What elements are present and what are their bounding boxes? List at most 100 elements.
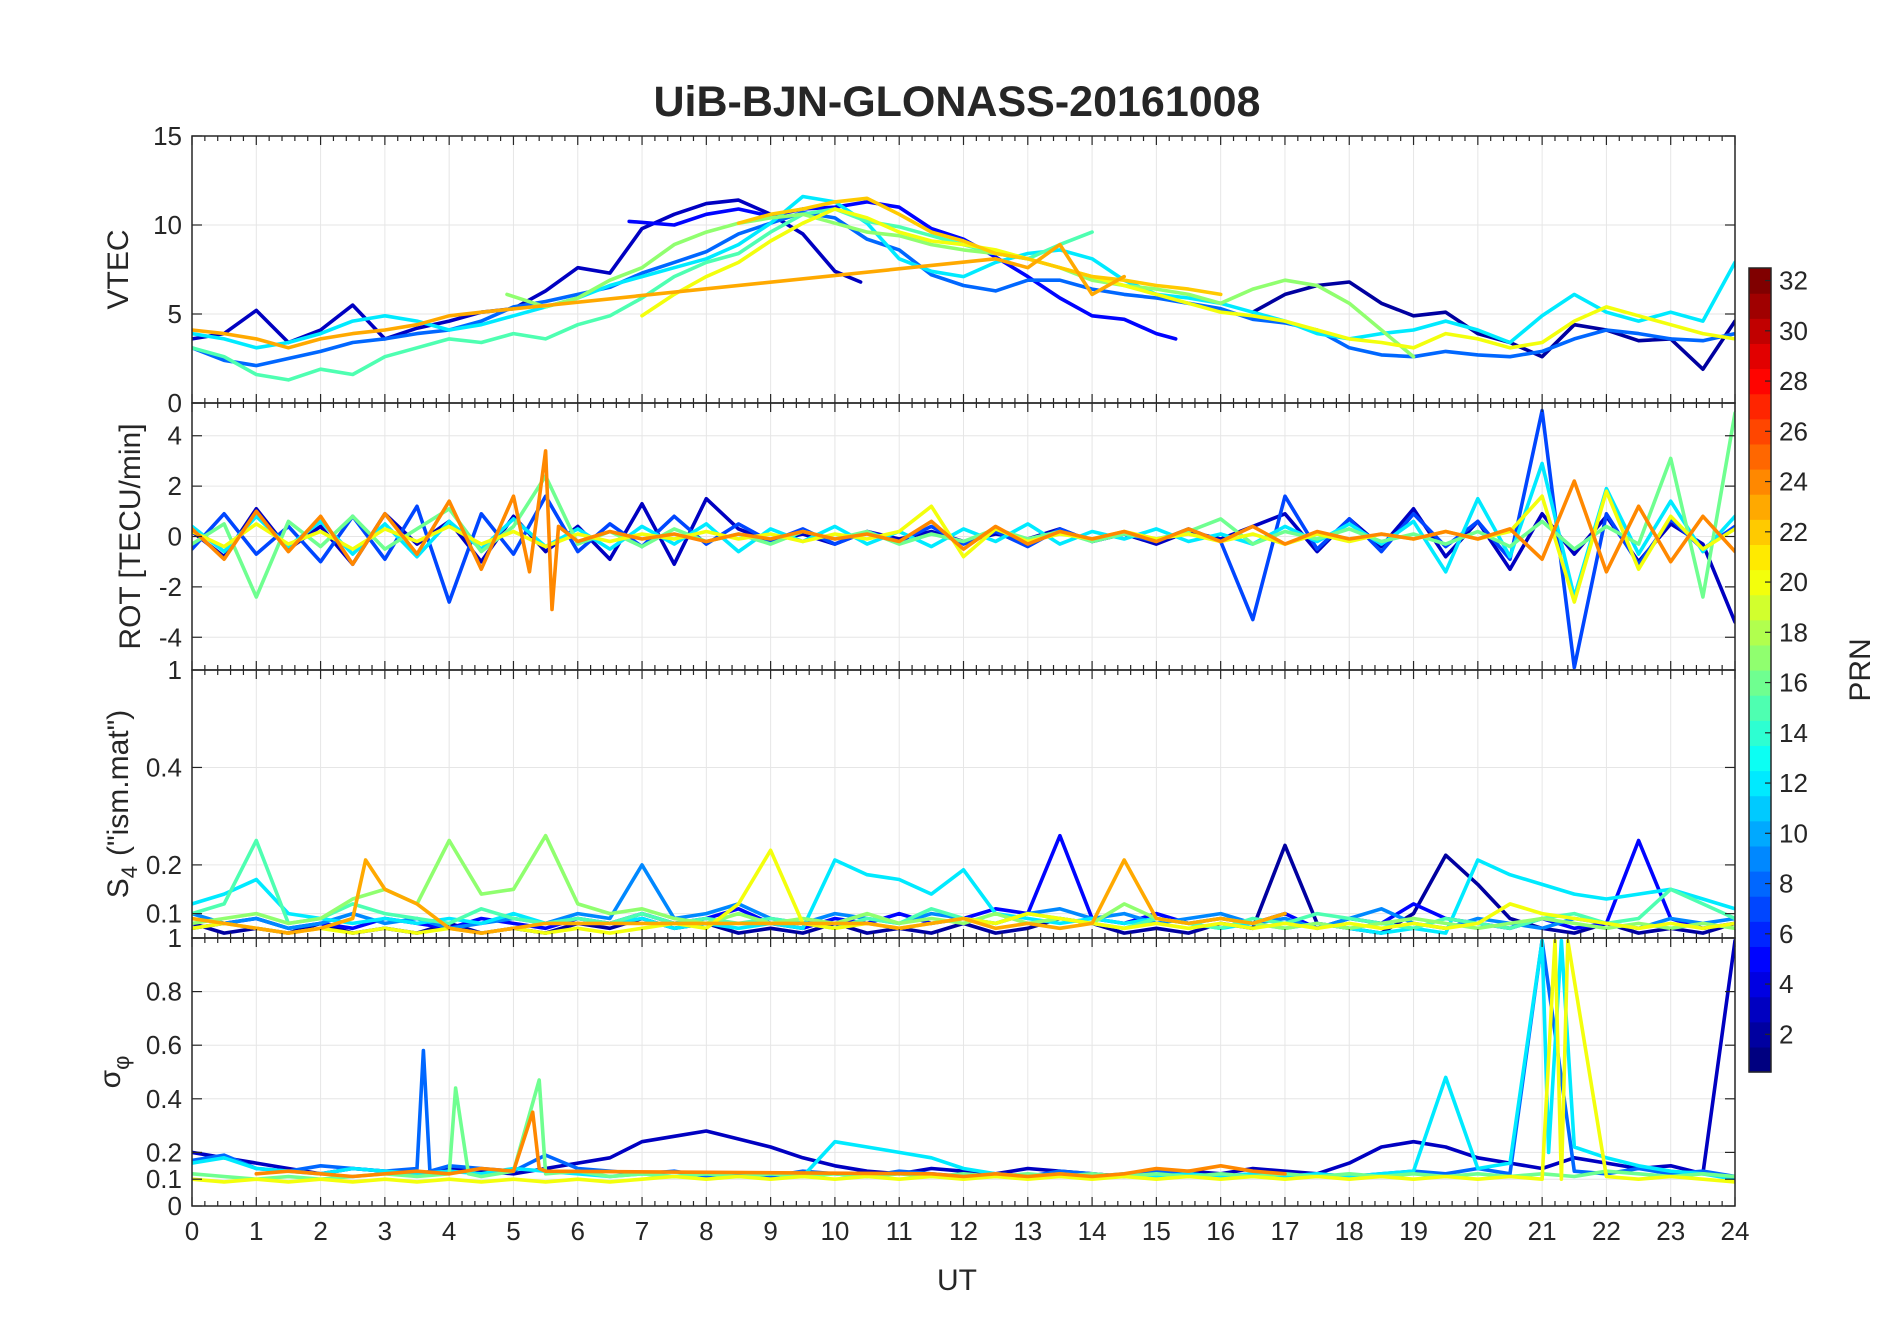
x-tick-label: 9 [763,1216,777,1246]
x-tick-label: 23 [1656,1216,1685,1246]
x-tick-label: 1 [249,1216,263,1246]
panel-s4: 0.1 0.2 0.4 1 S4("ism.mat") [102,655,1736,939]
y-tick-label-rot: -4 [159,622,182,652]
series-group-sigphi [192,938,1735,1184]
colorbar-segment [1749,820,1771,847]
colorbar-segment [1749,393,1771,420]
series-group-rot [192,408,1735,670]
series-s4-prn23 [192,858,1287,935]
colorbar-tick-label: 8 [1779,869,1793,899]
colorbar-segment [1749,996,1771,1023]
colorbar-segment [1749,896,1771,922]
colorbar-tick-label: 30 [1779,316,1808,346]
colorbar-segment [1749,745,1771,772]
colorbar-segment [1749,971,1771,998]
series-group-s4 [192,833,1735,935]
y-axis-label-vtec: VTEC [102,229,135,309]
colorbar-tick-label: 10 [1779,818,1808,848]
x-tick-label: 5 [506,1216,520,1246]
colorbar-segment [1749,343,1771,370]
x-tick-label: 0 [185,1216,199,1246]
y-tick-label-sigphi: 0 [168,1191,182,1221]
colorbar-segment [1749,795,1771,822]
colorbar-segment [1749,544,1771,571]
colorbar-frame [1748,267,1772,1073]
x-tick-label: 10 [820,1216,849,1246]
grid-rot [191,403,1736,670]
x-tick-label: 15 [1142,1216,1171,1246]
colorbar-tick-label: 28 [1779,366,1808,396]
x-tick-label: 14 [1078,1216,1107,1246]
colorbar-tick-label: 12 [1779,768,1808,798]
colorbar-tick-label: 18 [1779,617,1808,647]
y-tick-label-s4: 0.4 [146,752,182,782]
series-group-vtec [192,194,1735,382]
x-tick-label: 8 [699,1216,713,1246]
x-tick-label: 18 [1335,1216,1364,1246]
y-tick-label-s4: 0.1 [146,899,182,929]
colorbar-segment [1749,418,1771,445]
colorbar-segment [1749,569,1771,596]
y-tick-label-rot: -2 [159,572,182,602]
colorbar-tick-label: 16 [1779,668,1808,698]
x-tick-label: 11 [886,1216,913,1246]
series-vtec-prn22 [736,196,1223,297]
y-tick-label-rot: 4 [168,421,182,451]
y-tick-label-rot: 0 [168,522,182,552]
ticks-vtec [191,135,1736,404]
y-tick-label-sigphi: 0.4 [146,1084,182,1114]
colorbar-tick-label: 32 [1779,266,1808,296]
chart-title: UiB-BJN-GLONASS-20161008 [654,78,1261,126]
y-tick-label-sigphi: 1 [168,923,182,953]
colorbar-label: PRN [1844,638,1877,701]
x-tick-label: 4 [442,1216,456,1246]
y-tick-label-rot: 2 [168,471,182,501]
series-s4-prn17 [192,833,1735,931]
y-tick-label-sigphi: 0.1 [146,1164,182,1194]
colorbar-segment [1749,619,1771,646]
y-tick-label-vtec: 0 [168,388,182,418]
series-rot-prn7 [192,408,1735,670]
x-tick-label: 6 [571,1216,585,1246]
y-tick-label-vtec: 15 [153,121,182,151]
colorbar-segment [1749,268,1771,294]
series-sigphi-prn24 [254,1110,1287,1179]
y-axis-label-s4: S4("ism.mat") [102,710,142,899]
colorbar-segment [1749,519,1771,545]
x-tick-label: 24 [1721,1216,1750,1246]
colorbar-segment [1749,494,1771,520]
series-vtec-prn20 [640,207,1735,350]
x-tick-label: 19 [1399,1216,1428,1246]
y-tick-label-s4: 0.2 [146,850,182,880]
colorbar-segment [1749,720,1771,746]
colorbar-segment [1749,921,1771,947]
y-tick-label-s4-overlap: 1 [168,655,182,685]
colorbar-tick-label: 4 [1779,969,1793,999]
colorbar-segment [1749,845,1771,872]
y-tick-label-sigphi: 0.2 [146,1137,182,1167]
x-tick-label: 12 [949,1216,978,1246]
series-vtec-prn15 [192,207,1094,382]
series-s4-prn12 [192,858,1735,935]
x-tick-label: 22 [1592,1216,1621,1246]
colorbar-segment [1749,469,1771,495]
x-tick-label: 16 [1206,1216,1235,1246]
series-rot-prn12 [192,461,1735,599]
colorbar-segment [1749,318,1771,344]
colorbar-tick-label: 24 [1779,467,1808,497]
panel-sigphi: 00.10.2 0.4 0.6 0.8 1 σφ [94,923,1736,1221]
colorbar-segment [1749,1046,1771,1073]
y-tick-label-vtec: 10 [153,210,182,240]
y-tick-label-vtec: 5 [168,299,182,329]
ticks-s4 [191,670,1736,938]
x-tick-label: 7 [635,1216,649,1246]
grid-vtec [191,135,1736,404]
series-vtec-prn12 [192,194,1735,350]
colorbar-segment [1749,594,1771,621]
ticks-rot [191,403,1736,670]
x-tick-label: 13 [1013,1216,1042,1246]
y-axis-label-sigphi: σφ [94,1056,134,1089]
series-rot-prn16 [192,411,1735,599]
